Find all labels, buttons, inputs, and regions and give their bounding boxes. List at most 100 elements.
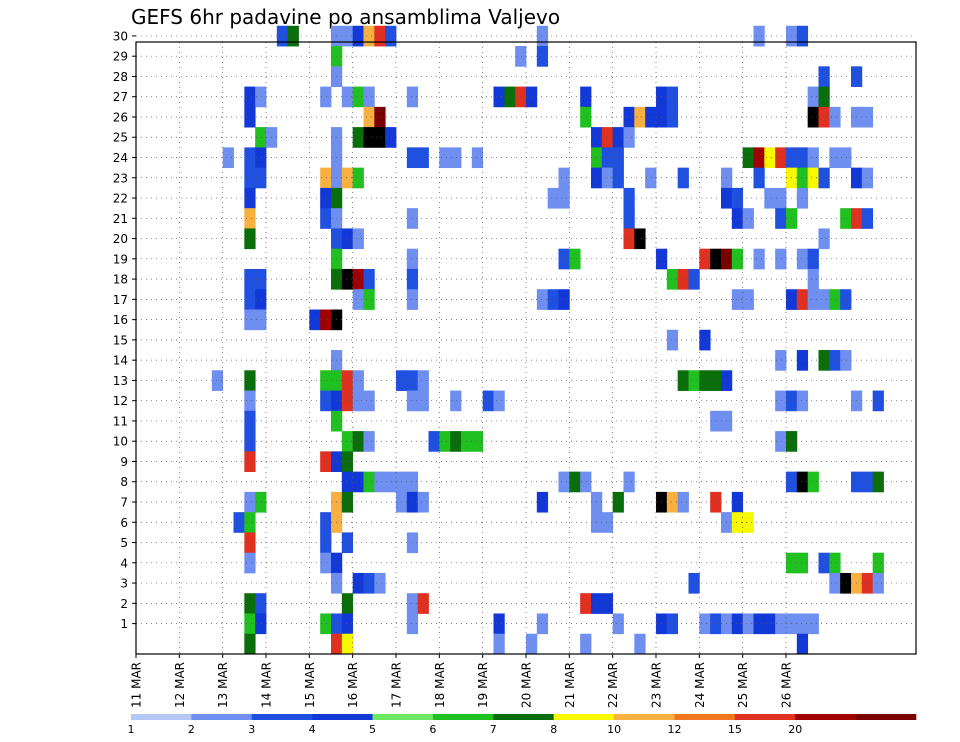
heatmap-cell	[677, 491, 689, 513]
heatmap-cell	[320, 390, 332, 412]
heatmap-cell	[493, 390, 505, 412]
colorbar-segment	[251, 714, 313, 720]
heatmap-cell	[807, 86, 819, 108]
x-tick-label: 16 MAR	[346, 662, 360, 708]
heatmap-cell	[493, 613, 505, 635]
heatmap-cell	[666, 329, 679, 351]
heatmap-cell	[363, 25, 375, 47]
y-axis-ticks: 1234567891011121314151617181920212223242…	[113, 29, 136, 631]
heatmap-cell	[753, 248, 765, 270]
heatmap-cell	[731, 512, 744, 533]
heatmap-cell	[515, 86, 527, 108]
heatmap-cell	[536, 491, 549, 513]
heatmap-cell	[623, 471, 635, 493]
heatmap-cell	[406, 491, 419, 513]
heatmap-cell	[536, 25, 549, 47]
heatmap-cell	[406, 208, 419, 229]
heatmap-cell	[807, 289, 819, 310]
x-tick-label: 23 MAR	[650, 662, 664, 708]
heatmap-cell	[796, 248, 809, 270]
heatmap-cell	[244, 593, 256, 614]
heatmap-cell	[634, 228, 646, 250]
heatmap-cell	[255, 127, 267, 148]
heatmap-cell	[558, 471, 570, 493]
y-tick-label: 17	[113, 293, 128, 307]
y-tick-label: 9	[120, 455, 128, 469]
heatmap-cell	[699, 329, 711, 351]
heatmap-cell	[753, 167, 765, 189]
heatmap-cell	[558, 187, 570, 209]
heatmap-cell	[341, 390, 354, 412]
heatmap-cell	[493, 633, 505, 655]
x-tick-label: 20 MAR	[520, 662, 534, 708]
heatmap-cell	[580, 471, 592, 493]
y-tick-label: 29	[113, 50, 128, 64]
y-tick-label: 16	[113, 313, 128, 327]
heatmap-cell	[504, 86, 516, 108]
heatmap-cell	[623, 127, 635, 148]
heatmap-cell	[861, 167, 874, 189]
heatmap-cell	[796, 552, 809, 574]
heatmap-cell	[363, 268, 375, 290]
heatmap-cell	[320, 187, 332, 209]
heatmap-cell	[840, 208, 852, 229]
heatmap-cell	[450, 390, 462, 412]
colorbar-label: 20	[788, 723, 802, 736]
heatmap-cell	[558, 289, 570, 310]
heatmap-cell	[742, 613, 754, 635]
colorbar-segment	[372, 714, 434, 720]
heatmap-cell	[244, 106, 256, 128]
heatmap-cell	[666, 86, 679, 108]
heatmap-cell	[320, 532, 332, 554]
heatmap-cell	[818, 350, 830, 371]
heatmap-cell	[580, 86, 592, 108]
heatmap-cell	[352, 268, 364, 290]
heatmap-cell	[374, 106, 386, 128]
colorbar-label: 6	[429, 723, 436, 736]
heatmap-cell	[320, 451, 332, 473]
x-tick-label: 18 MAR	[433, 662, 447, 708]
heatmap-cell	[601, 593, 614, 614]
heatmap-cell	[244, 167, 256, 189]
heatmap-cell	[840, 350, 852, 371]
heatmap-cell	[677, 268, 689, 290]
heatmap-cell	[829, 350, 841, 371]
y-tick-label: 15	[113, 333, 128, 347]
y-tick-label: 18	[113, 273, 128, 287]
heatmap-cell	[861, 106, 874, 128]
heatmap-cell	[688, 268, 700, 290]
colorbar-label: 7	[490, 723, 497, 736]
heatmap-cell	[623, 228, 635, 250]
heatmap-cell	[222, 147, 234, 169]
heatmap-cell	[341, 451, 354, 473]
heatmap-cell	[244, 613, 256, 635]
heatmap-cell	[406, 532, 419, 554]
heatmap-cell	[775, 350, 787, 371]
y-tick-label: 2	[120, 597, 128, 611]
heatmap-cell	[872, 552, 884, 574]
colorbar-label: 1	[128, 723, 135, 736]
heatmap-cell	[352, 228, 364, 250]
heatmap-cell	[872, 390, 884, 412]
heatmap-cell	[352, 127, 364, 148]
y-tick-label: 23	[113, 171, 128, 185]
heatmap-cell	[623, 208, 635, 229]
heatmap-cell	[829, 552, 841, 574]
heatmap-cell	[666, 613, 679, 635]
x-tick-label: 14 MAR	[260, 662, 274, 708]
heatmap-cell	[450, 431, 462, 452]
heatmap-cell	[818, 66, 830, 87]
heatmap-cell	[276, 25, 289, 47]
heatmap-cell	[818, 552, 830, 574]
heatmap-cell	[320, 208, 332, 229]
colorbar-segment	[432, 714, 494, 720]
colorbar-segment	[493, 714, 554, 720]
heatmap-cell	[406, 248, 419, 270]
heatmap-cell	[363, 471, 375, 493]
heatmap-cell	[796, 350, 809, 371]
heatmap-cell	[439, 147, 451, 169]
heatmap-cell	[764, 147, 776, 169]
heatmap-cell	[417, 390, 429, 412]
heatmap-cell	[536, 46, 549, 67]
heatmap-cell	[753, 25, 765, 47]
